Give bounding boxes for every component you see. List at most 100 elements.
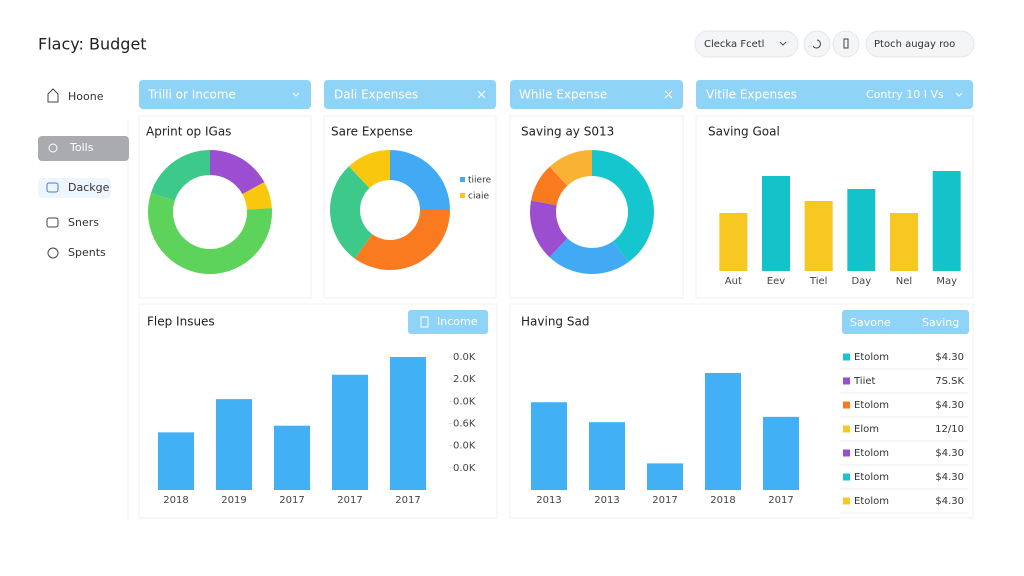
- tab-label: While Expense: [519, 88, 607, 102]
- row-value: $4.30: [935, 400, 964, 411]
- x-tick-label: Nel: [896, 276, 912, 287]
- search-box[interactable]: [865, 30, 975, 58]
- x-tick-label: 2013: [594, 495, 619, 506]
- donut-segment: [242, 182, 272, 210]
- tab-filter[interactable]: Contry 10 I Vs: [866, 88, 944, 101]
- home-icon: [47, 88, 59, 103]
- y-tick-label: 0.0K: [453, 463, 476, 474]
- donut-segment: [151, 150, 210, 201]
- row-name: Etolom: [854, 448, 889, 459]
- row-name: Tiiet: [853, 376, 876, 387]
- refresh-button[interactable]: [803, 30, 831, 58]
- x-tick-label: Day: [851, 276, 871, 287]
- sidebar-item[interactable]: Tolls: [69, 141, 94, 154]
- row-value: $4.30: [935, 472, 964, 483]
- x-tick-label: 2018: [163, 495, 188, 506]
- row-name: Etolom: [854, 472, 889, 483]
- row-swatch: [843, 473, 850, 481]
- sidebar-item[interactable]: Spents: [68, 246, 106, 259]
- tab-label: Vitile Expenses: [706, 88, 797, 102]
- x-tick-label: 2017: [652, 495, 677, 506]
- row-value: 7S.SK: [935, 376, 964, 387]
- chart-title: Having Sad: [521, 315, 589, 329]
- savings-tab[interactable]: Saving: [922, 316, 959, 329]
- y-tick-label: 0.6K: [453, 419, 476, 430]
- income-button[interactable]: [408, 310, 488, 334]
- row-value: $4.30: [935, 448, 964, 459]
- savings-toggle[interactable]: [842, 310, 969, 334]
- bar: [705, 372, 741, 490]
- dropdown[interactable]: [694, 30, 799, 58]
- income-button-label: Income: [437, 315, 478, 328]
- donut-segment: [354, 210, 450, 271]
- tab-close[interactable]: [664, 90, 673, 99]
- package-icon: [46, 182, 59, 193]
- donut-segment: [531, 166, 568, 206]
- row-value: 12/10: [935, 424, 964, 435]
- sidebar-item[interactable]: Hoone: [68, 90, 104, 103]
- bar: [847, 189, 876, 271]
- donut-segment: [530, 200, 568, 258]
- notify-button[interactable]: [832, 30, 860, 58]
- tab-chevron: [292, 92, 300, 97]
- x-tick-label: 2017: [768, 495, 793, 506]
- row-swatch: [843, 449, 850, 457]
- notify-icon: [843, 38, 849, 49]
- tab[interactable]: [324, 80, 496, 109]
- chart-title: Aprint op IGas: [146, 125, 231, 139]
- sidebar-item[interactable]: Dackge: [68, 181, 110, 194]
- chevron-icon: [779, 41, 787, 46]
- bar: [390, 357, 426, 490]
- donut-segment: [330, 166, 373, 259]
- legend-swatch: [460, 193, 465, 198]
- y-tick-label: 2.0K: [453, 374, 476, 385]
- sidebar-item[interactable]: Sners: [68, 216, 99, 229]
- bar: [890, 213, 918, 271]
- bar: [274, 425, 310, 490]
- chart-title: Saving Goal: [708, 125, 780, 139]
- bar: [647, 463, 683, 490]
- tools-icon: [48, 143, 58, 153]
- tab[interactable]: [696, 80, 973, 109]
- row-name: Etolom: [854, 400, 889, 411]
- tab[interactable]: [139, 80, 311, 109]
- tab-label: Trilli or Income: [147, 88, 236, 102]
- sidebar-active: [38, 136, 129, 161]
- savings-tab[interactable]: Savone: [850, 316, 891, 329]
- bar: [216, 399, 252, 490]
- y-tick-label: 0.0K: [453, 352, 476, 363]
- legend-label: ciaie: [468, 192, 489, 202]
- app-title: Flacy: Budget: [38, 35, 147, 54]
- chart-title: Flep Insues: [147, 315, 215, 329]
- search-placeholder: Ptoch augay roo: [874, 39, 955, 50]
- legend-swatch: [460, 177, 465, 182]
- x-tick-label: 2018: [710, 495, 735, 506]
- x-tick-label: 2013: [536, 495, 561, 506]
- chart-title: Sare Expense: [331, 125, 413, 139]
- tab-chevron: [955, 92, 963, 97]
- row-name: Etolom: [854, 496, 889, 507]
- donut-segment: [549, 238, 629, 274]
- x-tick-label: 2017: [395, 495, 420, 506]
- donut-segment: [390, 150, 450, 210]
- row-swatch: [843, 497, 850, 505]
- y-tick-label: 0.0K: [453, 441, 476, 452]
- donut-segment: [210, 150, 265, 195]
- donut-segment: [348, 150, 390, 189]
- x-tick-label: Aut: [725, 276, 742, 287]
- refresh-icon: [812, 39, 821, 49]
- bar: [158, 432, 194, 490]
- donut-segment: [549, 150, 592, 186]
- income-icon: [420, 316, 429, 328]
- row-swatch: [843, 401, 850, 409]
- spend-icon: [47, 247, 59, 259]
- tab[interactable]: [510, 80, 683, 109]
- tab-close[interactable]: [477, 90, 486, 99]
- y-tick-label: 0.0K: [453, 396, 476, 407]
- row-name: Etolom: [854, 352, 889, 363]
- card: [138, 303, 498, 519]
- chart-title: Saving ay S013: [521, 125, 614, 139]
- row-name: Elom: [854, 424, 879, 435]
- row-swatch: [843, 353, 850, 361]
